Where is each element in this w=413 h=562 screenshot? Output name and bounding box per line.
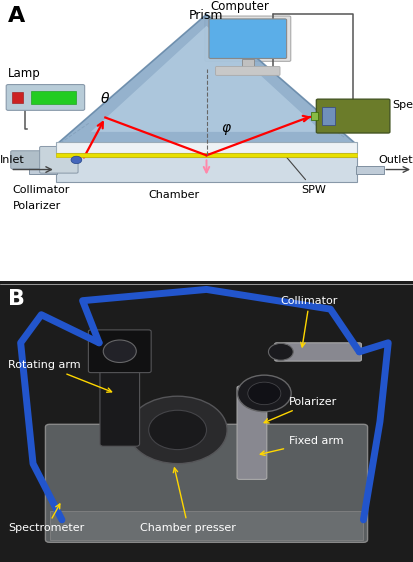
Circle shape: [103, 340, 136, 362]
FancyBboxPatch shape: [100, 352, 140, 446]
Text: Computer: Computer: [211, 0, 270, 13]
Circle shape: [237, 375, 291, 411]
Text: SPW: SPW: [287, 157, 326, 194]
Text: Outlet: Outlet: [378, 155, 413, 165]
Circle shape: [268, 343, 293, 360]
FancyBboxPatch shape: [216, 66, 280, 75]
Text: Spectrometer: Spectrometer: [392, 101, 413, 110]
Polygon shape: [91, 26, 322, 132]
Bar: [56, 142, 357, 153]
FancyBboxPatch shape: [237, 386, 267, 479]
FancyBboxPatch shape: [316, 99, 390, 133]
Text: Polarizer: Polarizer: [12, 201, 61, 211]
Bar: [56, 157, 357, 182]
Bar: [50, 511, 363, 540]
Polygon shape: [58, 15, 355, 143]
FancyBboxPatch shape: [88, 330, 151, 373]
FancyBboxPatch shape: [275, 343, 361, 361]
Text: Chamber presser: Chamber presser: [140, 468, 236, 533]
FancyBboxPatch shape: [205, 16, 291, 61]
Text: Collimator: Collimator: [281, 296, 338, 347]
Text: Chamber: Chamber: [148, 191, 199, 200]
Text: Polarizer: Polarizer: [264, 397, 337, 423]
Bar: [311, 112, 318, 120]
Text: Inlet: Inlet: [0, 155, 25, 165]
Text: Fixed arm: Fixed arm: [260, 436, 344, 455]
Bar: [56, 153, 357, 157]
Bar: [356, 166, 384, 174]
Circle shape: [71, 156, 82, 164]
Bar: [322, 107, 335, 125]
FancyBboxPatch shape: [211, 21, 284, 57]
FancyBboxPatch shape: [11, 151, 53, 169]
Text: θ: θ: [101, 92, 109, 106]
Text: Spectrometer: Spectrometer: [8, 504, 85, 533]
Bar: [242, 59, 254, 67]
FancyBboxPatch shape: [45, 424, 368, 542]
Circle shape: [149, 410, 206, 450]
FancyBboxPatch shape: [209, 19, 287, 58]
Text: Collimator: Collimator: [12, 185, 70, 195]
Text: φ: φ: [221, 121, 230, 135]
Bar: [31, 90, 76, 105]
Circle shape: [128, 396, 227, 464]
Circle shape: [248, 382, 281, 405]
Text: Rotating arm: Rotating arm: [8, 360, 112, 392]
Text: Prism: Prism: [189, 8, 224, 21]
FancyBboxPatch shape: [40, 147, 78, 173]
FancyBboxPatch shape: [6, 84, 85, 110]
Text: Lamp: Lamp: [8, 67, 41, 80]
Bar: [12, 92, 23, 103]
Text: B: B: [8, 289, 25, 310]
Bar: [29, 166, 57, 174]
Text: A: A: [8, 6, 26, 26]
